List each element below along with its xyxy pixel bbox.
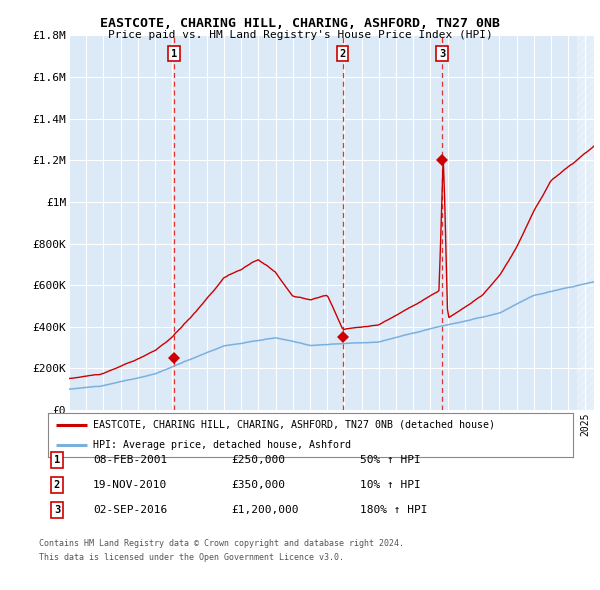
Text: £250,000: £250,000 — [231, 455, 285, 465]
Text: 50% ↑ HPI: 50% ↑ HPI — [360, 455, 421, 465]
Text: £1,200,000: £1,200,000 — [231, 505, 299, 514]
Text: 180% ↑ HPI: 180% ↑ HPI — [360, 505, 427, 514]
Text: Contains HM Land Registry data © Crown copyright and database right 2024.: Contains HM Land Registry data © Crown c… — [39, 539, 404, 548]
Text: EASTCOTE, CHARING HILL, CHARING, ASHFORD, TN27 0NB: EASTCOTE, CHARING HILL, CHARING, ASHFORD… — [100, 17, 500, 30]
Text: Price paid vs. HM Land Registry's House Price Index (HPI): Price paid vs. HM Land Registry's House … — [107, 30, 493, 40]
Text: 2: 2 — [340, 48, 346, 58]
Text: This data is licensed under the Open Government Licence v3.0.: This data is licensed under the Open Gov… — [39, 553, 344, 562]
Text: 08-FEB-2001: 08-FEB-2001 — [93, 455, 167, 465]
Text: 1: 1 — [171, 48, 177, 58]
Text: 02-SEP-2016: 02-SEP-2016 — [93, 505, 167, 514]
Text: 2: 2 — [54, 480, 60, 490]
Text: £350,000: £350,000 — [231, 480, 285, 490]
Text: EASTCOTE, CHARING HILL, CHARING, ASHFORD, TN27 0NB (detached house): EASTCOTE, CHARING HILL, CHARING, ASHFORD… — [92, 420, 494, 430]
Text: 10% ↑ HPI: 10% ↑ HPI — [360, 480, 421, 490]
Text: 3: 3 — [54, 505, 60, 514]
Text: 3: 3 — [439, 48, 445, 58]
Text: HPI: Average price, detached house, Ashford: HPI: Average price, detached house, Ashf… — [92, 440, 350, 450]
Text: 1: 1 — [54, 455, 60, 465]
Text: 19-NOV-2010: 19-NOV-2010 — [93, 480, 167, 490]
